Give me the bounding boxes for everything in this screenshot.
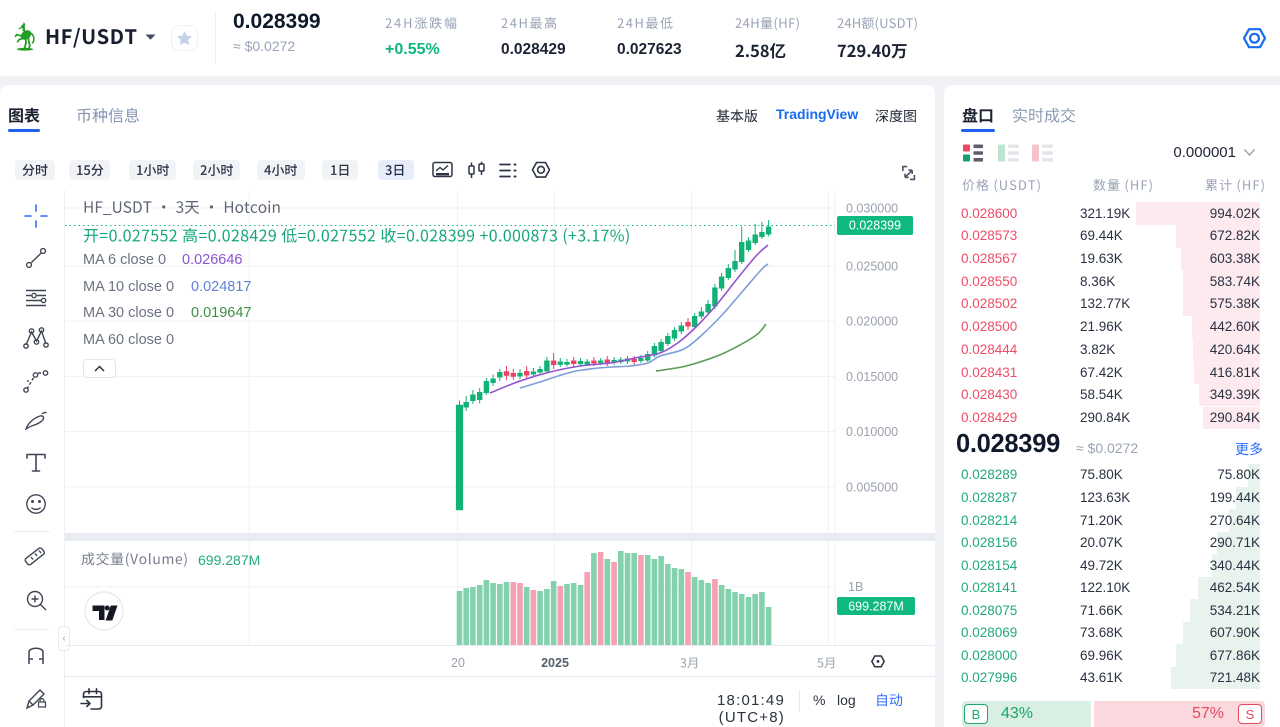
svg-text:20: 20 bbox=[451, 656, 465, 670]
svg-text:0.015000: 0.015000 bbox=[846, 370, 898, 384]
svg-text:0.020000: 0.020000 bbox=[846, 315, 898, 329]
svg-text:0.010000: 0.010000 bbox=[846, 425, 898, 439]
svg-text:699.287M: 699.287M bbox=[848, 600, 904, 614]
svg-text:0.025000: 0.025000 bbox=[846, 260, 898, 274]
svg-text:0.028399: 0.028399 bbox=[849, 219, 901, 233]
svg-text:0.030000: 0.030000 bbox=[846, 202, 898, 216]
svg-text:2025: 2025 bbox=[541, 656, 569, 670]
svg-text:0.005000: 0.005000 bbox=[846, 481, 898, 495]
svg-text:1B: 1B bbox=[848, 580, 863, 594]
